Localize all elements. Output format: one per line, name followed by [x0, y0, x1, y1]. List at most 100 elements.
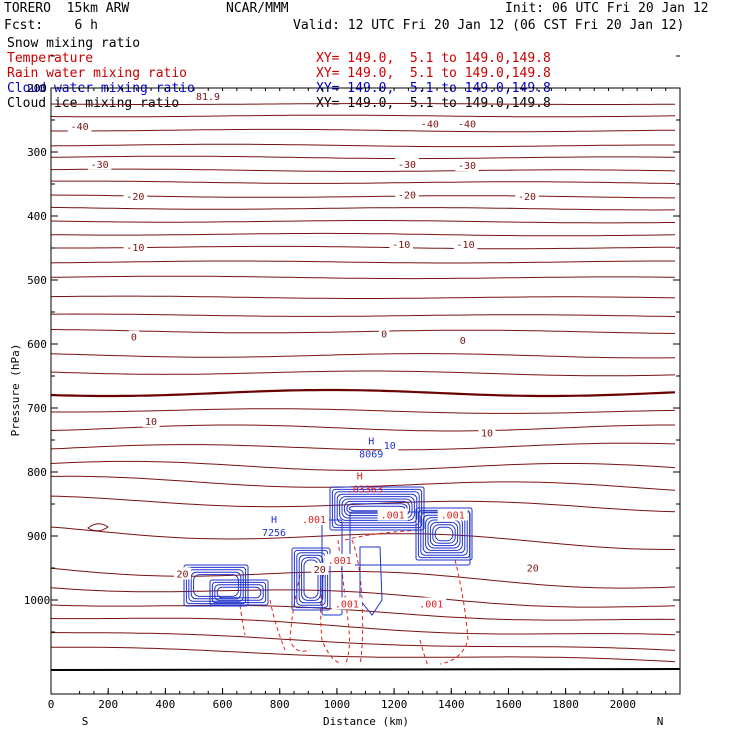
rain-contour — [239, 604, 246, 636]
cloud-water-contour — [343, 500, 411, 517]
rain-contour — [344, 529, 421, 541]
x-axis-label: Distance (km) — [323, 715, 409, 728]
x-tick-label: 2000 — [610, 698, 637, 711]
y-tick-label: 300 — [27, 146, 47, 159]
field-snow: Snow mixing ratio — [7, 36, 141, 51]
isotherm-label-bg — [128, 330, 140, 343]
isotherm-label-bg — [123, 189, 148, 202]
xy-rain: XY= 149.0, 5.1 to 149.0,149.8 — [316, 66, 551, 81]
cloud-max-marker: H — [271, 515, 277, 526]
isotherm-label: 0 — [381, 329, 387, 340]
isotherm-line — [51, 313, 676, 317]
top-value-label: 81.9 — [196, 92, 220, 103]
y-tick-label: 800 — [27, 466, 47, 479]
isotherm-label: -10 — [126, 243, 144, 254]
x-tick-label: 600 — [213, 698, 233, 711]
isotherm-line — [50, 526, 676, 551]
cloud-water-contour — [296, 552, 326, 606]
y-tick-label: 700 — [27, 402, 47, 415]
isotherm-line — [50, 206, 675, 211]
x-end-label-south: S — [82, 715, 89, 728]
x-tick-label: 400 — [155, 698, 175, 711]
isotherm-label: -10 — [457, 240, 475, 251]
rain-contour — [289, 574, 311, 652]
isotherm-line — [50, 103, 676, 105]
isotherm-line — [50, 567, 676, 589]
cloud-water-label-bg — [381, 438, 399, 451]
y-tick-label: 400 — [27, 210, 47, 223]
field-temperature: Temperature — [7, 51, 94, 66]
isotherm-label: 20 — [314, 565, 326, 576]
isotherm-label-bg — [515, 189, 539, 202]
isotherm-label: -10 — [392, 240, 410, 251]
isotherm-label: -30 — [458, 161, 476, 172]
x-end-label-north: N — [657, 715, 664, 728]
isotherm-line — [50, 295, 676, 299]
isotherm-label-bg — [455, 159, 479, 172]
isotherm-line — [51, 632, 676, 651]
isotherm-label: 0 — [131, 333, 137, 344]
y-tick-label: 500 — [27, 274, 47, 287]
rain-label-bg — [324, 553, 355, 566]
forecast-hour: Fcst: 6 h — [4, 18, 98, 33]
x-tick-label: 1800 — [552, 698, 579, 711]
isotherm-label-bg — [524, 561, 542, 574]
cloud-water-label: 10 — [384, 441, 396, 452]
rain-label: .001 — [328, 556, 352, 567]
isotherm-label: 10 — [481, 429, 493, 440]
cloud-water-contour — [209, 579, 269, 606]
isotherm-line — [50, 260, 675, 264]
rain-contour — [439, 559, 469, 665]
isotherm-line — [50, 460, 676, 471]
cloud-water-contour — [434, 526, 454, 542]
isotherm-line — [50, 329, 675, 334]
isotherm-label: -40 — [421, 119, 439, 130]
cloud-water-contour — [193, 574, 239, 597]
rain-max-marker: H — [357, 472, 363, 483]
cloud-water-contour — [303, 559, 319, 599]
x-tick-label: 0 — [48, 698, 55, 711]
isotherm-label-bg — [418, 117, 442, 130]
isotherm-line — [50, 587, 676, 608]
isotherm-line — [50, 604, 675, 621]
rain-contour — [351, 539, 364, 666]
rain-label: .001 — [335, 599, 359, 610]
isotherm-label-bg — [174, 567, 192, 580]
isotherm-label-bg — [378, 327, 390, 340]
xy-temperature: XY= 149.0, 5.1 to 149.0,149.8 — [316, 51, 551, 66]
isotherm-label: 20 — [527, 564, 539, 575]
isotherm-line — [50, 442, 676, 451]
model-title: TORERO 15km ARW — [4, 1, 130, 16]
y-axis-label: Pressure (hPa) — [9, 344, 22, 437]
isotherm-label: -20 — [126, 192, 144, 203]
cloud-water-contour — [432, 524, 456, 544]
cloud-max-value: 7256 — [262, 528, 286, 539]
cloud-max-marker: H — [368, 436, 374, 447]
isotherm-label-bg — [478, 426, 496, 439]
isotherm-label: 0 — [460, 336, 466, 347]
isotherm-label: -30 — [398, 160, 416, 171]
isotherm-label-bg — [142, 415, 160, 428]
y-tick-label: 1000 — [24, 594, 51, 607]
cloud-water-contour — [348, 505, 406, 512]
isotherm-label: -20 — [398, 191, 416, 202]
cloud-water-contour — [183, 564, 249, 607]
cloud-water-contour — [298, 554, 324, 604]
rain-contour — [269, 599, 286, 651]
rain-label: .001 — [302, 515, 326, 526]
rain-max-value: .03363 — [347, 485, 383, 496]
isotherm-label-bg — [453, 237, 478, 250]
rain-label-bg — [331, 597, 362, 610]
isotherm-label: 10 — [145, 417, 157, 428]
field-rain: Rain water mixing ratio — [7, 66, 188, 81]
isotherm-line — [50, 143, 675, 148]
isotherm-line — [51, 408, 676, 414]
isotherm-line — [51, 128, 676, 133]
rain-label: .001 — [441, 511, 465, 522]
cloud-water-contour — [214, 584, 264, 601]
cloud-water-contour — [301, 557, 321, 601]
isotherm-line — [51, 245, 676, 250]
rain-label-bg — [437, 508, 468, 521]
cloud-water-contour — [415, 507, 473, 561]
cloud-water-contour — [359, 546, 383, 616]
